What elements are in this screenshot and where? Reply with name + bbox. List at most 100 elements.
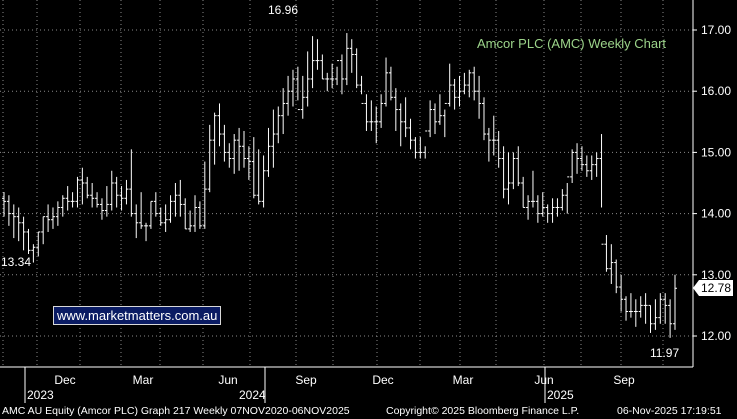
x-month-label: Sep — [295, 373, 317, 387]
ohlc-bar — [50, 207, 55, 229]
ohlc-bar — [575, 143, 580, 174]
ohlc-bar — [369, 100, 374, 131]
ohlc-bar — [393, 88, 398, 131]
ohlc-bar — [433, 103, 438, 135]
ohlc-bar — [153, 192, 158, 217]
x-month-label: Mar — [133, 373, 154, 387]
last-price-badge: 12.78 — [699, 280, 733, 296]
ohlc-bar — [26, 228, 31, 254]
ohlc-bar — [354, 48, 359, 89]
price-bars — [2, 33, 677, 338]
y-tick-label: 15.00 — [701, 145, 731, 159]
ohlc-bar — [609, 244, 614, 284]
ohlc-bar — [251, 137, 256, 199]
ohlc-bar — [496, 130, 501, 168]
ohlc-bar — [442, 102, 447, 138]
x-month-label: Dec — [372, 373, 393, 387]
ohlc-bar — [452, 78, 457, 110]
ohlc-bar — [398, 103, 403, 147]
ohlc-bar — [217, 103, 222, 147]
ohlc-bar — [178, 179, 183, 217]
ohlc-bar — [300, 75, 305, 119]
ohlc-bar — [139, 192, 144, 229]
ohlc-bar — [2, 192, 6, 217]
footer-security-info: AMC AU Equity (Amcor PLC) Graph 217 Week… — [2, 405, 350, 417]
x-month-label: Sep — [613, 373, 635, 387]
ohlc-bar — [6, 195, 11, 226]
ohlc-bar — [295, 66, 300, 111]
ohlc-bar — [148, 200, 153, 229]
ohlc-bar — [246, 146, 251, 180]
ohlc-bar — [349, 39, 354, 73]
ohlc-bar — [80, 167, 85, 205]
ohlc-bar — [594, 152, 599, 177]
ohlc-bar — [486, 127, 491, 162]
ohlc-bar — [305, 51, 310, 107]
ohlc-bar — [335, 60, 340, 86]
ohlc-bar — [266, 127, 271, 177]
x-month-label: Jun — [534, 373, 553, 387]
ohlc-bar — [462, 72, 467, 95]
ohlc-bar — [633, 299, 638, 327]
ohlc-bar — [183, 198, 188, 230]
ohlc-bar — [85, 176, 90, 199]
ohlc-bar — [589, 155, 594, 180]
ohlc-bar — [173, 183, 178, 217]
ohlc-bar — [638, 296, 643, 318]
ohlc-bar — [31, 244, 36, 263]
ohlc-bar — [339, 54, 344, 95]
ohlc-bar — [570, 149, 575, 183]
ohlc-bar — [202, 161, 207, 229]
ohlc-bar — [477, 75, 482, 119]
ohlc-bar — [325, 72, 330, 92]
x-month-label: Mar — [453, 373, 474, 387]
chart-title: Amcor PLC (AMC) Weekly Chart — [477, 36, 667, 51]
ohlc-bar — [104, 186, 109, 217]
ohlc-bar — [310, 36, 315, 89]
ohlc-bar — [624, 296, 629, 321]
x-year-label: 2023 — [27, 388, 54, 402]
ohlc-bar — [437, 94, 442, 125]
ohlc-bar — [599, 134, 604, 245]
ohlc-bar — [413, 137, 418, 159]
ohlc-bar — [560, 189, 565, 211]
y-tick-label: 17.00 — [701, 23, 731, 37]
ohlc-bar — [65, 186, 70, 211]
ohlc-bar — [604, 235, 609, 272]
ohlc-bar — [545, 204, 550, 223]
ohlc-bar — [188, 210, 193, 232]
ohlc-bar — [232, 134, 237, 174]
ohlc-bar — [614, 259, 619, 294]
price-chart: 17.00 16.00 15.00 14.00 13.00 12.00 Dec Mar Jun S… — [0, 0, 731, 403]
ohlc-bar — [109, 170, 114, 211]
ohlc-bar — [46, 204, 51, 232]
ohlc-bar — [643, 293, 648, 324]
ohlc-bar — [119, 186, 124, 211]
ohlc-bar — [193, 195, 198, 232]
chart-axes: 17.00 16.00 15.00 14.00 13.00 12.00 Dec Mar Jun S… — [0, 0, 731, 403]
ohlc-bar — [506, 152, 511, 205]
ohlc-bar — [521, 176, 526, 208]
ohlc-bar — [628, 293, 633, 318]
y-tick-label: 16.00 — [701, 84, 731, 98]
low-annotation-2025: 11.97 — [650, 346, 680, 360]
high-annotation: 16.96 — [268, 3, 299, 17]
ohlc-bar — [663, 293, 668, 324]
ohlc-bar — [540, 192, 545, 217]
ohlc-bar — [237, 127, 242, 171]
ohlc-bar — [55, 201, 60, 226]
ohlc-bar — [374, 106, 379, 144]
ohlc-bar — [276, 106, 281, 144]
ohlc-bar — [428, 100, 433, 138]
ohlc-bar — [99, 198, 104, 220]
last-price-pointer — [693, 280, 699, 296]
ohlc-bar — [418, 137, 423, 159]
ohlc-bar — [388, 66, 393, 101]
ohlc-bar — [584, 155, 589, 177]
ohlc-bar — [535, 195, 540, 223]
ohlc-bar — [36, 231, 41, 257]
website-watermark[interactable]: www.marketmatters.com.au — [53, 306, 222, 325]
ohlc-bar — [281, 88, 286, 135]
ohlc-bar — [530, 170, 535, 208]
ohlc-bar — [90, 183, 95, 208]
